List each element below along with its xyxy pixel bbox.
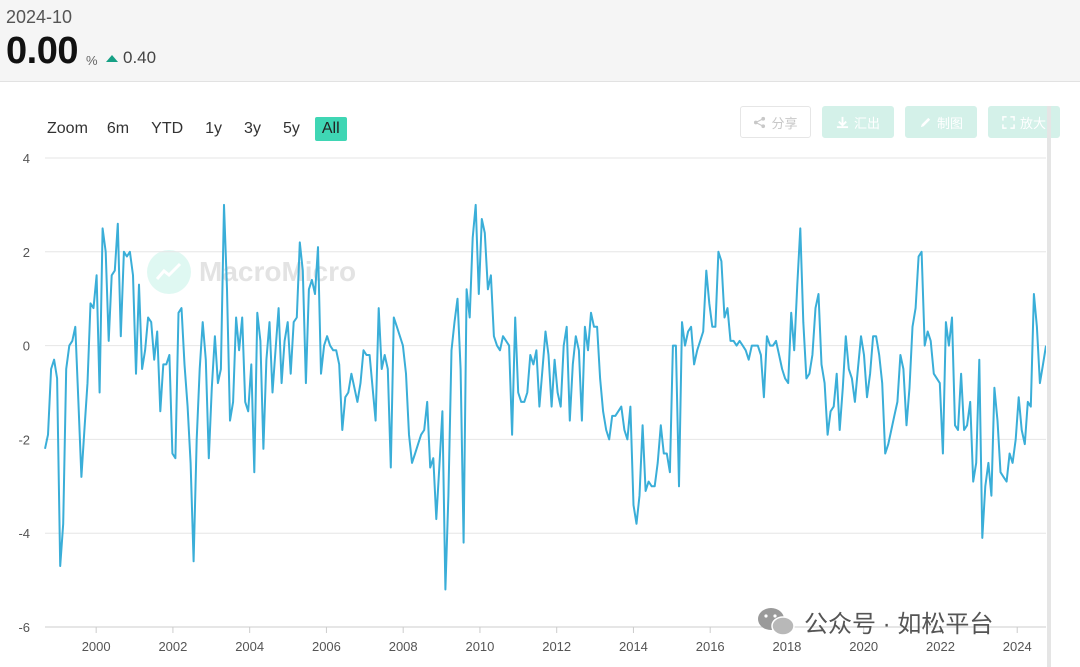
chart-toolbar: 分享 汇出 制图 放大 — [740, 106, 1060, 138]
change-value: 0.40 — [123, 48, 157, 67]
x-tick-label: 2000 — [82, 639, 111, 654]
wechat-account-tag: 公众号 · 如松平台 — [756, 604, 993, 639]
value-unit: % — [86, 53, 98, 68]
share-icon — [754, 116, 766, 128]
page-scrollbar[interactable] — [1047, 106, 1051, 667]
x-tick-label: 2016 — [696, 639, 725, 654]
y-axis-ticks: -6 -4 -2 0 2 4 — [18, 151, 30, 635]
x-tick-label: 2024 — [1003, 639, 1032, 654]
enlarge-label: 放大 — [1019, 115, 1046, 131]
y-tick-label: -6 — [18, 620, 30, 635]
y-tick-label: 0 — [23, 339, 30, 354]
draw-button[interactable]: 制图 — [905, 106, 977, 138]
export-label: 汇出 — [853, 115, 880, 131]
wechat-icon — [758, 607, 795, 636]
x-tick-label: 2022 — [926, 639, 955, 654]
zoom-6m-button[interactable]: 6m — [106, 120, 130, 137]
wechat-text: 公众号 · 如松平台 — [804, 611, 994, 638]
zoom-3y-button[interactable]: 3y — [244, 120, 261, 137]
change-indicator: 0.40 — [106, 48, 156, 68]
x-tick-label: 2006 — [312, 639, 341, 654]
zoom-1y-button[interactable]: 1y — [205, 120, 223, 137]
x-tick-label: 2010 — [465, 639, 494, 654]
x-tick-label: 2014 — [619, 639, 648, 654]
share-button[interactable]: 分享 — [740, 106, 811, 138]
arrow-up-icon — [106, 54, 118, 62]
zoom-selector: Zoom 6m YTD 1y 3y 5y All — [47, 117, 355, 141]
y-tick-label: 2 — [23, 245, 30, 260]
x-tick-label: 2020 — [849, 639, 878, 654]
period-label: 2024-10 — [6, 7, 73, 27]
fullscreen-icon — [1002, 115, 1015, 129]
share-label: 分享 — [771, 115, 798, 131]
x-tick-label: 2008 — [389, 639, 418, 654]
x-axis-ticks: 2000 2002 2004 2006 2008 2010 2012 2014 2016 2018… — [45, 626, 1046, 654]
zoom-label: Zoom — [47, 120, 88, 137]
zoom-ytd-button[interactable]: YTD — [151, 120, 184, 137]
draw-label: 制图 — [936, 115, 963, 131]
series-line — [44, 203, 1046, 591]
download-icon — [836, 116, 849, 128]
zoom-all-button[interactable]: All — [314, 117, 347, 141]
y-tick-label: -2 — [18, 432, 30, 447]
y-tick-label: -4 — [18, 526, 30, 541]
x-tick-label: 2018 — [772, 639, 801, 654]
zoom-5y-button[interactable]: 5y — [282, 120, 300, 137]
indicator-header: 2024-10 0.00 % 0.40 — [0, 0, 1080, 82]
x-tick-label: 2012 — [542, 639, 571, 654]
chart-grid — [45, 157, 1046, 628]
x-tick-label: 2002 — [158, 639, 187, 654]
x-tick-label: 2004 — [235, 639, 264, 654]
latest-value: 0.00 — [6, 30, 78, 72]
line-chart: -6-4-2024 2000 2002 2004 2006 2008 2010 2012 20… — [18, 151, 1046, 654]
export-button[interactable]: 汇出 — [822, 106, 894, 138]
macromicro-logo-icon — [147, 250, 191, 294]
y-tick-label: 4 — [23, 151, 30, 166]
pencil-icon — [920, 117, 931, 127]
